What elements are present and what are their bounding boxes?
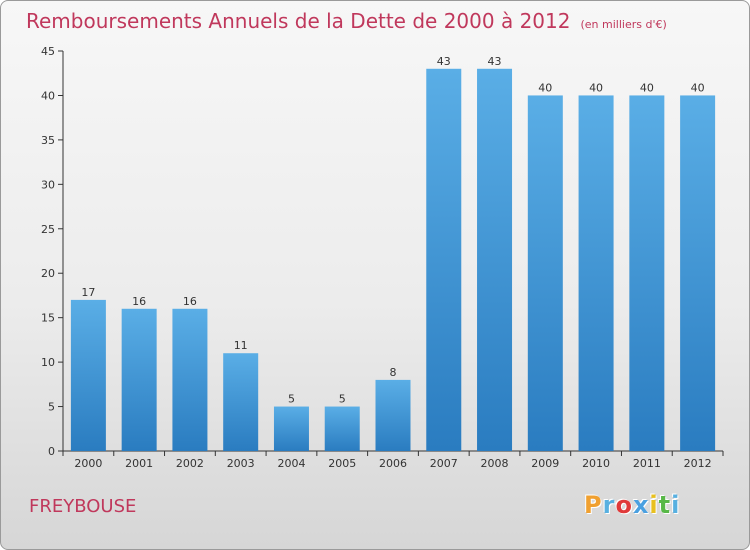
bar-value-label: 40 bbox=[691, 81, 705, 94]
x-tick-label: 2005 bbox=[328, 457, 356, 470]
bar-value-label: 43 bbox=[488, 55, 502, 68]
bar bbox=[426, 68, 462, 452]
y-tick-label: 25 bbox=[41, 223, 55, 236]
bar bbox=[121, 308, 157, 451]
x-tick-label: 2006 bbox=[379, 457, 407, 470]
y-tick-label: 20 bbox=[41, 267, 55, 280]
logo-letter: i bbox=[671, 491, 681, 519]
logo-letter: o bbox=[615, 491, 633, 519]
logo-letter: i bbox=[649, 491, 659, 519]
y-tick-label: 30 bbox=[41, 178, 55, 191]
bar-value-label: 17 bbox=[81, 286, 95, 299]
bar bbox=[629, 95, 665, 451]
bar bbox=[477, 68, 513, 452]
bar-value-label: 5 bbox=[288, 393, 295, 406]
commune-name: FREYBOUSE bbox=[29, 496, 137, 517]
bar-value-label: 40 bbox=[589, 81, 603, 94]
y-tick-label: 10 bbox=[41, 356, 55, 369]
x-tick-label: 2003 bbox=[227, 457, 255, 470]
bar-value-label: 40 bbox=[538, 81, 552, 94]
chart-subtitle: (en milliers d'€) bbox=[580, 18, 667, 31]
bar-value-label: 16 bbox=[183, 295, 197, 308]
bar bbox=[527, 95, 563, 451]
bar-value-label: 8 bbox=[390, 366, 397, 379]
bar-value-label: 40 bbox=[640, 81, 654, 94]
value-labels: 17 16 16 11 5 5 8 43 43 40 40 40 40 bbox=[81, 55, 704, 406]
bar bbox=[70, 299, 106, 451]
bar bbox=[223, 353, 259, 451]
bar bbox=[375, 379, 411, 451]
x-tick-label: 2001 bbox=[125, 457, 153, 470]
bar-value-label: 43 bbox=[437, 55, 451, 68]
x-tick-label: 2008 bbox=[481, 457, 509, 470]
logo-letter: t bbox=[658, 491, 672, 519]
axes: 0 5 10 15 20 25 30 35 40 45 2000 2001 2002 2003 2004 20… bbox=[41, 45, 724, 470]
proxiti-logo: Proxiti bbox=[584, 491, 680, 519]
logo-letter: r bbox=[602, 491, 616, 519]
title-text: Remboursements Annuels de la Dette de 20… bbox=[26, 9, 571, 33]
x-tick-label: 2010 bbox=[582, 457, 610, 470]
y-tick-label: 40 bbox=[41, 89, 55, 102]
bar bbox=[172, 308, 208, 451]
bar bbox=[578, 95, 614, 451]
x-tick-label: 2007 bbox=[430, 457, 458, 470]
y-tick-label: 15 bbox=[41, 312, 55, 325]
x-tick-label: 2002 bbox=[176, 457, 204, 470]
x-tick-label: 2000 bbox=[74, 457, 102, 470]
bar bbox=[324, 406, 360, 451]
y-tick-label: 0 bbox=[48, 445, 55, 458]
bar bbox=[273, 406, 309, 451]
bars bbox=[70, 68, 716, 452]
y-tick-label: 45 bbox=[41, 45, 55, 58]
logo-letter: P bbox=[584, 491, 603, 519]
bar bbox=[680, 95, 716, 451]
bar-value-label: 11 bbox=[234, 339, 248, 352]
chart-title: Remboursements Annuels de la Dette de 20… bbox=[26, 9, 667, 33]
x-tick-label: 2012 bbox=[684, 457, 712, 470]
logo-letter: x bbox=[632, 491, 650, 519]
x-tick-label: 2004 bbox=[277, 457, 305, 470]
y-tick-label: 35 bbox=[41, 134, 55, 147]
x-tick-label: 2011 bbox=[633, 457, 661, 470]
x-tick-label: 2009 bbox=[531, 457, 559, 470]
bar-value-label: 16 bbox=[132, 295, 146, 308]
y-tick-label: 5 bbox=[48, 401, 55, 414]
bar-value-label: 5 bbox=[339, 393, 346, 406]
